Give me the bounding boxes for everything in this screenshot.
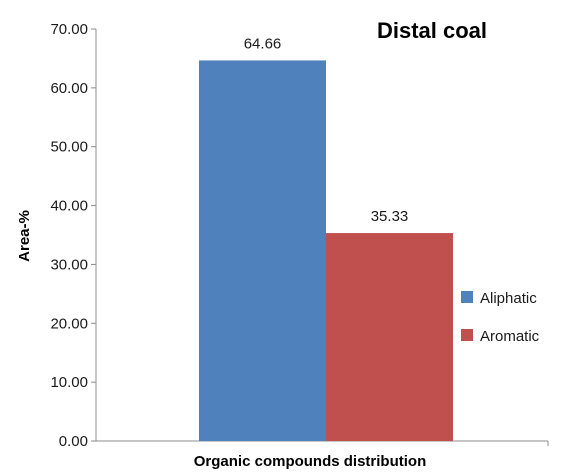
y-tick-label: 50.00: [50, 139, 88, 156]
bar-aromatic: [326, 233, 453, 441]
data-label-aliphatic: 64.66: [244, 35, 282, 52]
data-label-aromatic: 35.33: [371, 208, 409, 225]
legend-swatch-aromatic: [461, 329, 473, 341]
legend-swatch-aliphatic: [461, 291, 473, 303]
bars: [199, 60, 453, 441]
y-axis: 0.00 10.00 20.00 30.00 40.00 50.00 60.00 70.00: [50, 21, 97, 450]
y-tick-label: 20.00: [50, 315, 88, 332]
y-tick-label: 60.00: [50, 80, 88, 97]
y-tick-label: 70.00: [50, 21, 88, 38]
legend-label-aromatic: Aromatic: [480, 328, 540, 345]
bar-aliphatic: [199, 60, 326, 441]
chart-title: Distal coal: [377, 18, 487, 43]
data-labels: 64.66 35.33: [244, 35, 409, 225]
y-tick-label: 40.00: [50, 198, 88, 215]
legend-label-aliphatic: Aliphatic: [480, 290, 537, 307]
y-tick-label: 10.00: [50, 374, 88, 391]
y-axis-title: Area-%: [16, 210, 33, 262]
x-axis: [96, 440, 549, 446]
legend: Aliphatic Aromatic: [461, 290, 540, 345]
y-tick-label: 30.00: [50, 256, 88, 273]
y-tick-label: 0.00: [59, 433, 88, 450]
x-axis-title: Organic compounds distribution: [194, 453, 427, 470]
